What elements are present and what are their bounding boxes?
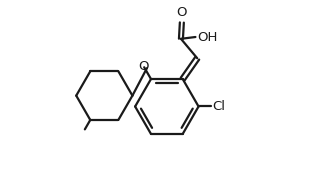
Text: O: O xyxy=(177,6,187,19)
Text: Cl: Cl xyxy=(213,100,226,113)
Text: O: O xyxy=(138,60,149,73)
Text: OH: OH xyxy=(197,31,218,43)
